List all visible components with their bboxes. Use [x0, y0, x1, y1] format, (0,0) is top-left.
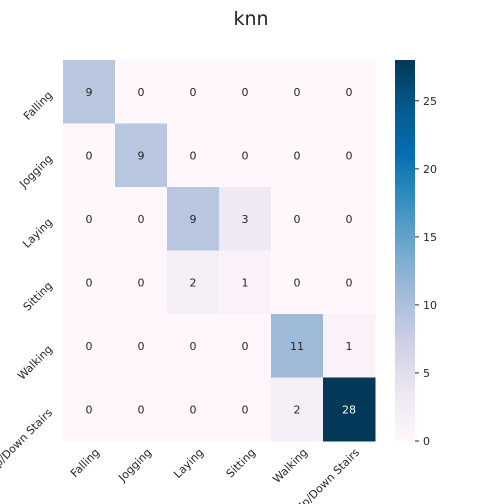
heatmap-cell: [323, 187, 376, 251]
cell-value: 0: [346, 149, 353, 162]
cell-value: 0: [138, 403, 145, 416]
cell-value: 0: [242, 403, 249, 416]
cell-value: 0: [190, 149, 197, 162]
cell-value: 11: [290, 340, 304, 353]
heatmap-cell: [323, 250, 376, 315]
cell-value: 0: [86, 403, 93, 416]
heatmap-cell: [167, 123, 220, 188]
cell-value: 0: [86, 213, 93, 226]
cell-value: 0: [190, 340, 197, 353]
heatmap-cell: [167, 60, 220, 124]
heatmap-cell: [271, 187, 324, 251]
cell-value: 9: [138, 149, 145, 162]
cell-value: 0: [294, 86, 301, 99]
cell-value: 0: [294, 276, 301, 289]
cell-value: 0: [242, 340, 249, 353]
y-tick-label: Up/Down Stairs: [0, 406, 55, 475]
colorbar-tick-label: 5: [423, 367, 430, 380]
x-tick-label: Walking: [270, 446, 310, 486]
cell-value: 0: [138, 86, 145, 99]
x-axis-tick-labels: Falling Jogging Laying Sitting WalkingUp/Dow…: [68, 446, 362, 504]
heatmap-cell: [271, 377, 324, 442]
heatmap-cell: [63, 123, 116, 188]
heatmap-cells: [63, 60, 376, 442]
heatmap-cell: [115, 60, 168, 124]
heatmap-cell: [219, 314, 272, 378]
heatmap-cell: [271, 250, 324, 315]
cell-value: 0: [86, 149, 93, 162]
heatmap-cell: [167, 377, 220, 442]
y-axis-tick-labels: Falling Jogging Laying Sitting Walking Up/Dow…: [0, 89, 55, 476]
cell-value: 1: [242, 276, 249, 289]
cell-value: 0: [86, 276, 93, 289]
heatmap-cell: [63, 187, 116, 251]
cell-value: 0: [138, 276, 145, 289]
cell-value: 9: [190, 213, 197, 226]
heatmap-cell: [115, 377, 168, 442]
colorbar-tick-label: 10: [423, 299, 437, 312]
colorbar-tick-label: 20: [423, 163, 437, 176]
heatmap-cell: [323, 123, 376, 188]
heatmap-cell: [115, 314, 168, 378]
x-tick-label: Laying: [171, 446, 206, 481]
heatmap-cell: [323, 314, 376, 378]
colorbar-ticks: 0 5 10 15 20 25: [415, 95, 437, 448]
y-tick-label: Jogging: [16, 152, 55, 191]
heatmap-cell: [115, 250, 168, 315]
heatmap-cell: [115, 187, 168, 251]
y-tick-label: Laying: [20, 216, 55, 251]
cell-value: 28: [342, 403, 356, 416]
heatmap-cell: [63, 60, 116, 124]
colorbar-tick-label: 25: [423, 95, 437, 108]
chart-title: knn: [233, 8, 268, 30]
heatmap-cell: [271, 60, 324, 124]
cell-value: 2: [294, 403, 301, 416]
heatmap-cell: [323, 377, 376, 442]
heatmap-cell: [219, 377, 272, 442]
heatmap-cell: [63, 377, 116, 442]
x-tick-label: Jogging: [115, 446, 154, 485]
colorbar: [395, 60, 415, 441]
cell-value: 3: [242, 213, 249, 226]
cell-value: 0: [346, 86, 353, 99]
y-tick-label: Falling: [21, 89, 55, 123]
cell-value: 0: [138, 340, 145, 353]
heatmap-cell: [115, 123, 168, 188]
x-tick-label: Sitting: [224, 446, 258, 480]
heatmap-cell: [323, 60, 376, 124]
colorbar-tick-label: 0: [423, 435, 430, 448]
heatmap-cell: [167, 250, 220, 315]
cell-value: 0: [294, 213, 301, 226]
cell-annotations: 9 0 0 0 0 00 9 0 0 0 00 0 9 3 0 00 0 2 1 0 00 0 0 0 11 10 0 0 0 2 28: [86, 86, 357, 417]
heatmap-cell: [167, 187, 220, 251]
cell-value: 0: [242, 149, 249, 162]
cell-value: 1: [346, 340, 353, 353]
heatmap-cell: [271, 314, 324, 378]
heatmap-cell: [219, 60, 272, 124]
heatmap-cell: [63, 314, 116, 378]
heatmap-cell: [219, 250, 272, 315]
y-tick-label: Walking: [15, 343, 55, 383]
heatmap-cell: [271, 123, 324, 188]
heatmap-cell: [219, 123, 272, 188]
y-tick-label: Sitting: [21, 279, 55, 313]
cell-value: 2: [190, 276, 197, 289]
cell-value: 0: [346, 213, 353, 226]
x-tick-label: Falling: [68, 446, 102, 480]
cell-value: 0: [138, 213, 145, 226]
cell-value: 9: [86, 86, 93, 99]
cell-value: 0: [190, 86, 197, 99]
cell-value: 0: [346, 276, 353, 289]
cell-value: 0: [86, 340, 93, 353]
cell-value: 0: [190, 403, 197, 416]
cell-value: 0: [242, 86, 249, 99]
cell-value: 0: [294, 149, 301, 162]
heatmap-cell: [167, 314, 220, 378]
heatmap-cell: [219, 187, 272, 251]
heatmap-cell: [63, 250, 116, 315]
colorbar-tick-label: 15: [423, 231, 437, 244]
